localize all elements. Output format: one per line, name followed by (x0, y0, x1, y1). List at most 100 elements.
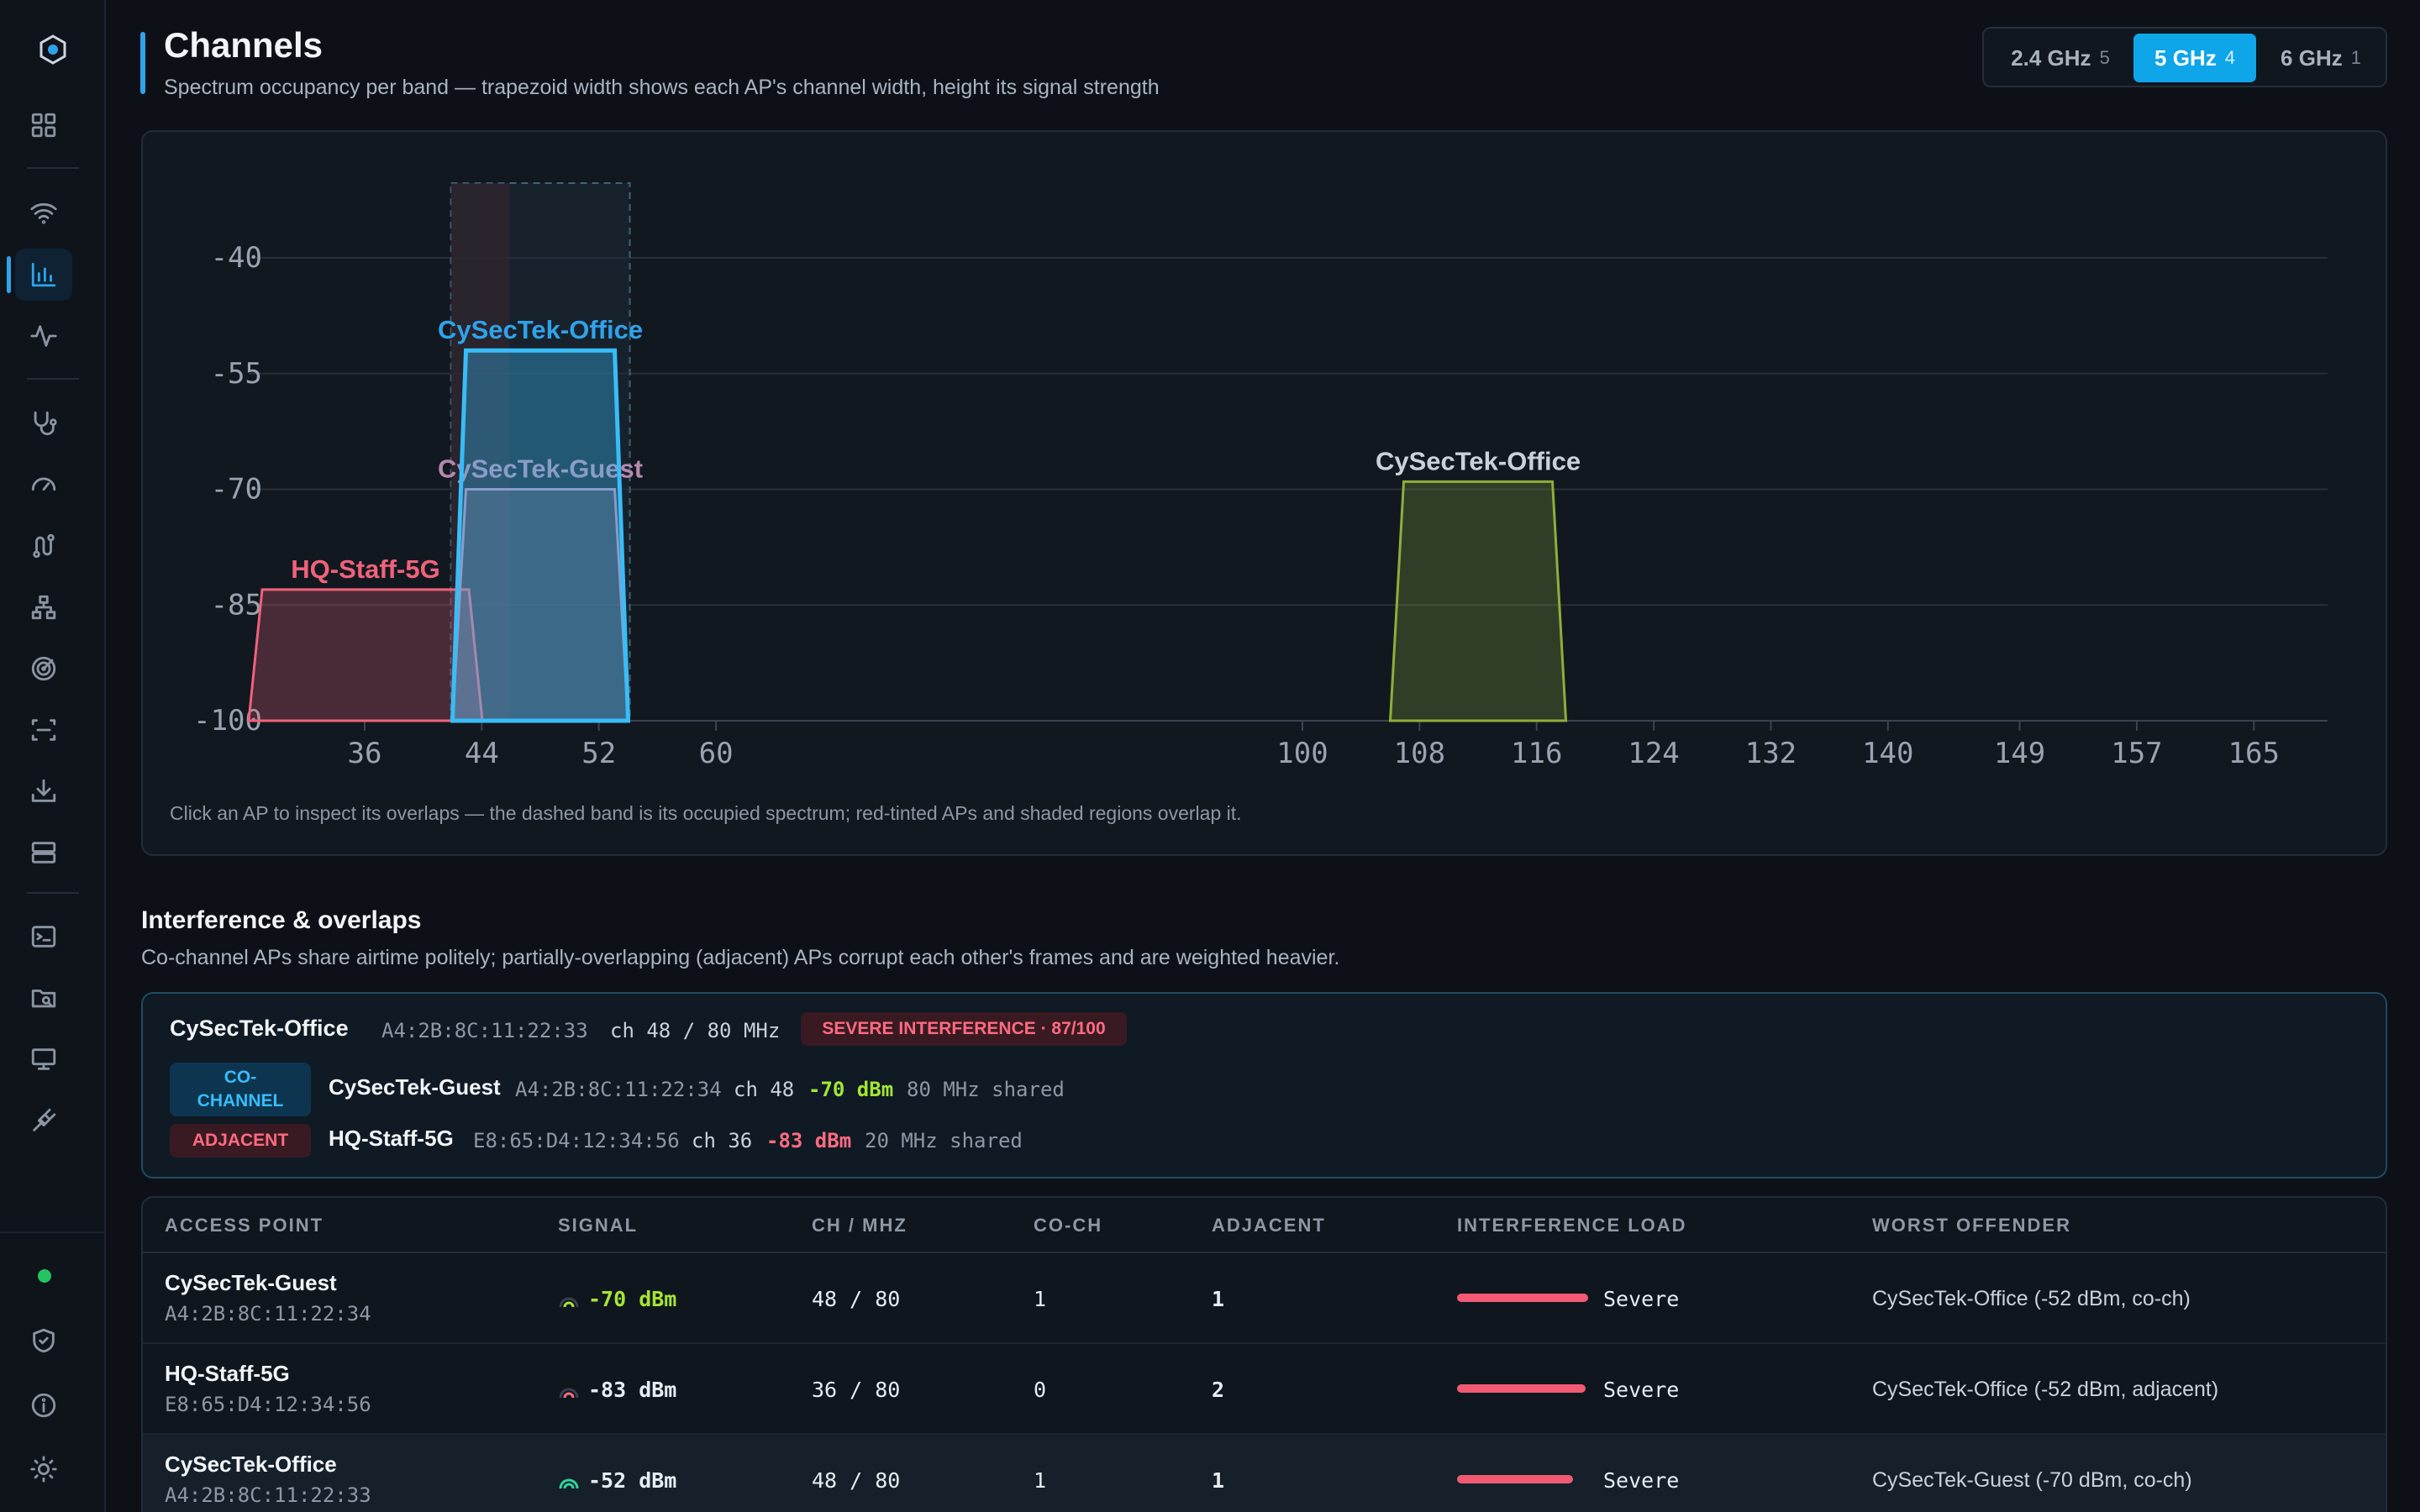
worst-offender: CySecTek-Guest (-70 dBm, co-ch) (1872, 1468, 2192, 1492)
speed-icon[interactable] (15, 459, 72, 511)
interference-load-bar (1457, 1384, 1586, 1393)
table-row[interactable]: CySecTek-Office A4:2B:8C:11:22:33 -52 dB… (143, 1435, 2386, 1512)
scan-icon[interactable] (15, 704, 72, 756)
y-tick-label: -55 (211, 357, 262, 391)
overlap-ap-channel: ch 48 (734, 1078, 795, 1101)
page-subtitle: Spectrum occupancy per band — trapezoid … (164, 76, 1160, 99)
band-tab-2-4ghz[interactable]: 2.4 GHz 5 (1989, 34, 2132, 82)
band-selector: 2.4 GHz 5 5 GHz 4 6 GHz 1 (1982, 27, 2387, 87)
ap-co-channel-count: 0 (1034, 1378, 1047, 1402)
selected-ap-mac: A4:2B:8C:11:22:33 (381, 1019, 588, 1042)
signal-icon (559, 1388, 579, 1399)
selected-ap-name: CySecTek-Office (170, 1016, 349, 1041)
x-tick-label: 100 (1276, 737, 1328, 770)
interference-load-label: Severe (1603, 1378, 1680, 1402)
band-count: 1 (2350, 47, 2361, 68)
band-tab-5ghz[interactable]: 5 GHz 4 (2133, 34, 2256, 82)
x-tick-label: 124 (1628, 737, 1679, 770)
ap-signal: -52 dBm (588, 1468, 677, 1493)
band-tab-6ghz[interactable]: 6 GHz 1 (2258, 34, 2384, 82)
ap-channel: 36 / 80 (812, 1378, 901, 1402)
radar-icon[interactable] (15, 643, 72, 695)
dashboard-icon[interactable] (15, 99, 72, 151)
x-tick-label: 140 (1862, 737, 1913, 770)
co-channel-badge: CO- CHANNEL (170, 1063, 311, 1116)
ap-signal: -83 dBm (588, 1378, 677, 1402)
band-label: 5 GHz (2154, 45, 2217, 71)
plug-icon[interactable] (15, 1095, 72, 1147)
signal-icon (559, 1297, 579, 1308)
shield-icon[interactable] (15, 1315, 72, 1367)
x-tick-label: 52 (581, 737, 616, 770)
sidebar (0, 0, 106, 1512)
col-header-interference-load[interactable]: INTERFERENCE LOAD (1457, 1215, 1687, 1236)
terminal-icon[interactable] (15, 911, 72, 963)
overlap-ap-mac: E8:65:D4:12:34:56 (473, 1129, 680, 1152)
servers-icon[interactable] (15, 827, 72, 879)
status-dot (38, 1269, 51, 1283)
ap-adjacent-count: 1 (1212, 1287, 1225, 1311)
chart-hint: Click an AP to inspect its overlaps — th… (170, 802, 1242, 824)
badge-line: CO- (224, 1068, 257, 1087)
interference-load-label: Severe (1603, 1287, 1680, 1311)
ap-signal: -70 dBm (588, 1287, 677, 1311)
overlap-ap-mac: A4:2B:8C:11:22:34 (515, 1078, 722, 1101)
activity-icon[interactable] (15, 310, 72, 362)
overlap-shared: 80 MHz shared (907, 1078, 1065, 1101)
ap-name: CySecTek-Office (165, 1452, 337, 1477)
table-row[interactable]: HQ-Staff-5G E8:65:D4:12:34:56 -83 dBm 36… (143, 1344, 2386, 1435)
col-header-worst-offender[interactable]: WORST OFFENDER (1872, 1215, 2071, 1236)
col-header-adjacent[interactable]: ADJACENT (1212, 1215, 1326, 1236)
selected-ap-overlap-card[interactable]: CySecTek-Office A4:2B:8C:11:22:33 ch 48 … (141, 992, 2387, 1179)
ap-table: ACCESS POINT SIGNAL CH / MHZ CO-CH ADJAC… (141, 1196, 2387, 1512)
wifi-icon[interactable] (15, 186, 72, 239)
header-accent (140, 32, 145, 94)
monitor-icon[interactable] (15, 1033, 72, 1085)
overlap-ap-signal: -70 dBm (808, 1078, 894, 1101)
logo-icon[interactable] (31, 28, 75, 71)
ap-co-channel-count: 1 (1034, 1287, 1047, 1311)
ap-mac: A4:2B:8C:11:22:34 (165, 1302, 371, 1326)
col-header-co-channel[interactable]: CO-CH (1034, 1215, 1103, 1236)
col-header-signal[interactable]: SIGNAL (558, 1215, 639, 1236)
band-label: 2.4 GHz (2011, 45, 2091, 71)
ap-trapezoid (1388, 480, 1568, 722)
col-header-access-point[interactable]: ACCESS POINT (165, 1215, 324, 1236)
ap-label: CySecTek-Guest (438, 454, 643, 484)
table-row[interactable]: CySecTek-Guest A4:2B:8C:11:22:34 -70 dBm… (143, 1253, 2386, 1344)
topology-icon[interactable] (15, 581, 72, 633)
ap-adjacent-count: 2 (1212, 1378, 1225, 1402)
band-count: 5 (2099, 47, 2110, 68)
x-tick-label: 36 (348, 737, 382, 770)
x-tick-label: 44 (465, 737, 499, 770)
download-icon[interactable] (15, 765, 72, 817)
stethoscope-icon[interactable] (15, 397, 72, 449)
x-tick-label: 108 (1394, 737, 1445, 770)
worst-offender: CySecTek-Office (-52 dBm, co-ch) (1872, 1287, 2191, 1310)
ap-name: HQ-Staff-5G (165, 1361, 290, 1386)
theme-icon[interactable] (15, 1443, 72, 1495)
ap-channel: 48 / 80 (812, 1468, 901, 1493)
x-tick-label: 165 (2228, 737, 2280, 770)
col-header-channel[interactable]: CH / MHZ (812, 1215, 908, 1236)
ap-mac: E8:65:D4:12:34:56 (165, 1393, 371, 1416)
worst-offender: CySecTek-Office (-52 dBm, adjacent) (1872, 1378, 2219, 1401)
x-tick-label: 132 (1745, 737, 1797, 770)
overlap-ap-signal: -83 dBm (766, 1129, 852, 1152)
ap-co-channel-count: 1 (1034, 1468, 1047, 1493)
ap-adjacent-count: 1 (1212, 1468, 1225, 1493)
info-icon[interactable] (15, 1379, 72, 1431)
severity-badge: SEVERE INTERFERENCE · 87/100 (801, 1012, 1127, 1046)
overlap-ap-name[interactable]: CySecTek-Guest (329, 1074, 501, 1100)
folder-search-icon[interactable] (15, 972, 72, 1024)
roaming-icon[interactable] (15, 520, 72, 572)
channels-icon[interactable] (15, 249, 72, 301)
ap-label: CySecTek-Office (438, 315, 643, 344)
section-title: Interference & overlaps (141, 906, 422, 934)
x-tick-label: 60 (699, 737, 734, 770)
overlap-ap-name[interactable]: HQ-Staff-5G (329, 1126, 454, 1151)
page-title: Channels (164, 25, 324, 65)
x-tick-label: 116 (1511, 737, 1562, 770)
x-tick-label: 149 (1994, 737, 2045, 770)
